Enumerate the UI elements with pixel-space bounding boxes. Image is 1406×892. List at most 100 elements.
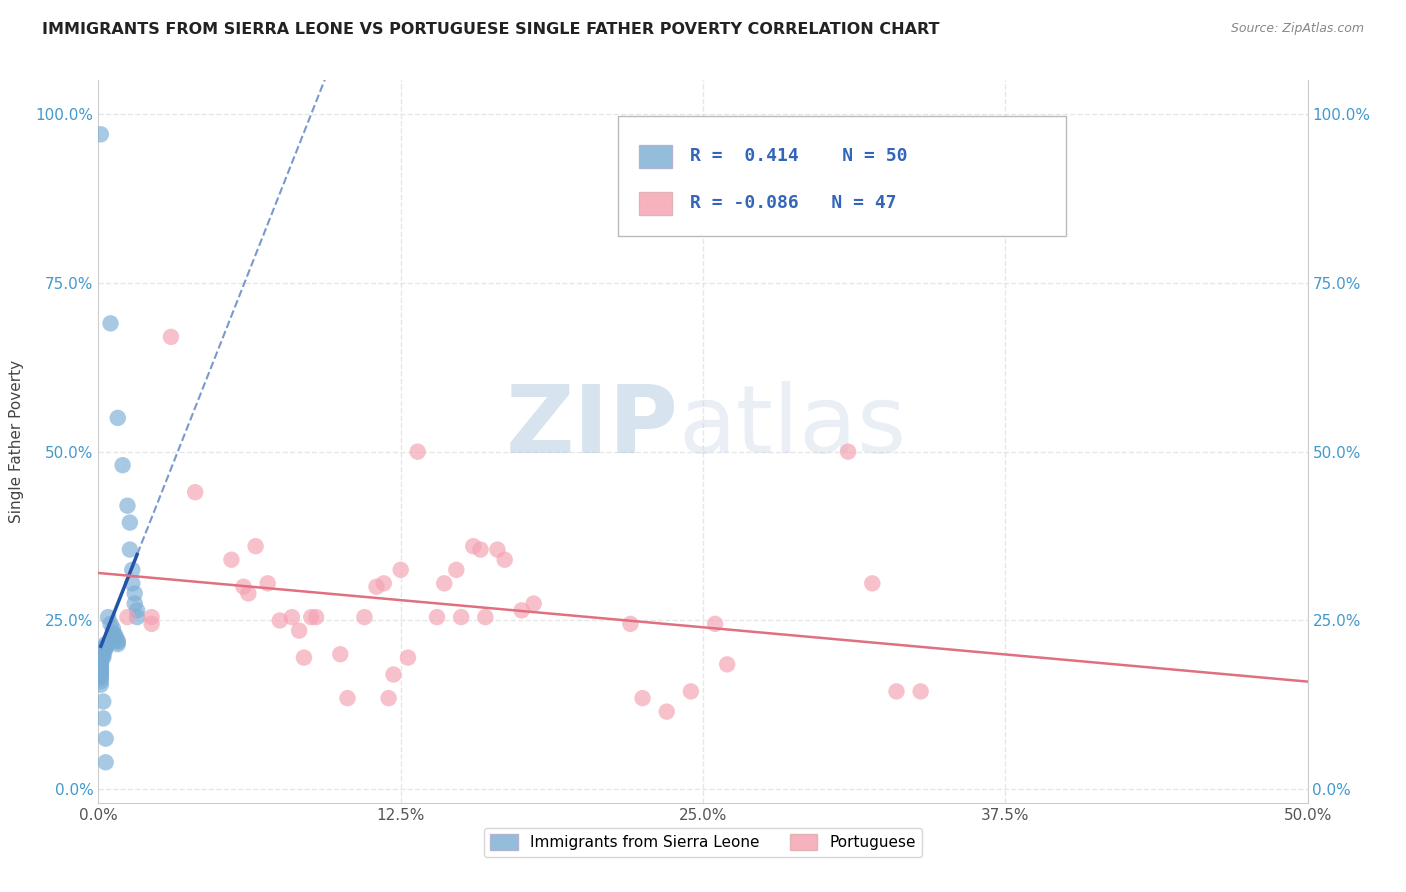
Point	[94, 639, 117, 653]
Point	[127, 603, 149, 617]
Point	[90, 664, 112, 678]
Point	[91, 648, 114, 663]
Point	[90, 666, 112, 681]
Bar	[638, 192, 672, 215]
Point	[101, 622, 124, 636]
Point	[426, 610, 449, 624]
Point	[886, 684, 908, 698]
Point	[94, 637, 117, 651]
Point	[486, 542, 509, 557]
Point	[90, 661, 112, 675]
Point	[716, 657, 738, 672]
Point	[118, 516, 141, 530]
Point	[127, 610, 149, 624]
Point	[406, 444, 429, 458]
Point	[704, 616, 727, 631]
Text: atlas: atlas	[679, 381, 907, 473]
Point	[90, 667, 112, 681]
Point	[124, 586, 146, 600]
Point	[107, 637, 129, 651]
Point	[107, 633, 129, 648]
Point	[245, 539, 267, 553]
Point	[90, 657, 112, 672]
Point	[104, 632, 127, 647]
Point	[631, 691, 654, 706]
Point	[470, 542, 492, 557]
Point	[90, 654, 112, 668]
Point	[121, 576, 143, 591]
Point	[107, 635, 129, 649]
Point	[90, 671, 112, 685]
Point	[377, 691, 399, 706]
Text: IMMIGRANTS FROM SIERRA LEONE VS PORTUGUESE SINGLE FATHER POVERTY CORRELATION CHA: IMMIGRANTS FROM SIERRA LEONE VS PORTUGUE…	[42, 22, 939, 37]
Point	[107, 411, 129, 425]
Point	[91, 644, 114, 658]
Point	[655, 705, 678, 719]
Point	[366, 580, 388, 594]
Legend: Immigrants from Sierra Leone, Portuguese: Immigrants from Sierra Leone, Portuguese	[484, 829, 922, 856]
Text: ZIP: ZIP	[506, 381, 679, 473]
Point	[141, 610, 163, 624]
Point	[269, 614, 291, 628]
Point	[97, 610, 120, 624]
Point	[474, 610, 496, 624]
Point	[101, 625, 124, 640]
Point	[373, 576, 395, 591]
Point	[90, 652, 112, 666]
Point	[100, 317, 122, 331]
Point	[94, 756, 117, 770]
Point	[433, 576, 456, 591]
Point	[160, 330, 183, 344]
Point	[679, 684, 702, 698]
Point	[860, 576, 883, 591]
Point	[232, 580, 254, 594]
FancyBboxPatch shape	[619, 117, 1066, 235]
Point	[91, 711, 114, 725]
Point	[117, 610, 139, 624]
Point	[389, 563, 412, 577]
Point	[91, 694, 114, 708]
Point	[281, 610, 304, 624]
Point	[184, 485, 207, 500]
Point	[90, 669, 112, 683]
Point	[292, 650, 315, 665]
Point	[446, 563, 468, 577]
Point	[396, 650, 419, 665]
Point	[494, 552, 516, 566]
Point	[288, 624, 311, 638]
Bar	[638, 145, 672, 168]
Point	[463, 539, 485, 553]
Point	[90, 662, 112, 676]
Point	[100, 616, 122, 631]
Point	[299, 610, 322, 624]
Point	[111, 458, 134, 472]
Point	[90, 128, 112, 142]
Point	[90, 674, 112, 689]
Point	[382, 667, 405, 681]
Point	[91, 647, 114, 661]
Point	[104, 628, 127, 642]
Point	[353, 610, 375, 624]
Point	[94, 641, 117, 656]
Point	[221, 552, 243, 566]
Point	[94, 640, 117, 655]
Point	[118, 542, 141, 557]
Point	[329, 647, 352, 661]
Text: R =  0.414    N = 50: R = 0.414 N = 50	[690, 147, 907, 165]
Point	[117, 499, 139, 513]
Point	[523, 597, 546, 611]
Point	[90, 656, 112, 670]
Point	[94, 731, 117, 746]
Point	[256, 576, 278, 591]
Point	[837, 444, 859, 458]
Point	[91, 650, 114, 665]
Point	[619, 616, 641, 631]
Point	[91, 646, 114, 660]
Point	[104, 631, 127, 645]
Text: Source: ZipAtlas.com: Source: ZipAtlas.com	[1230, 22, 1364, 36]
Point	[910, 684, 932, 698]
Point	[121, 563, 143, 577]
Point	[336, 691, 359, 706]
Point	[90, 658, 112, 673]
Point	[305, 610, 328, 624]
